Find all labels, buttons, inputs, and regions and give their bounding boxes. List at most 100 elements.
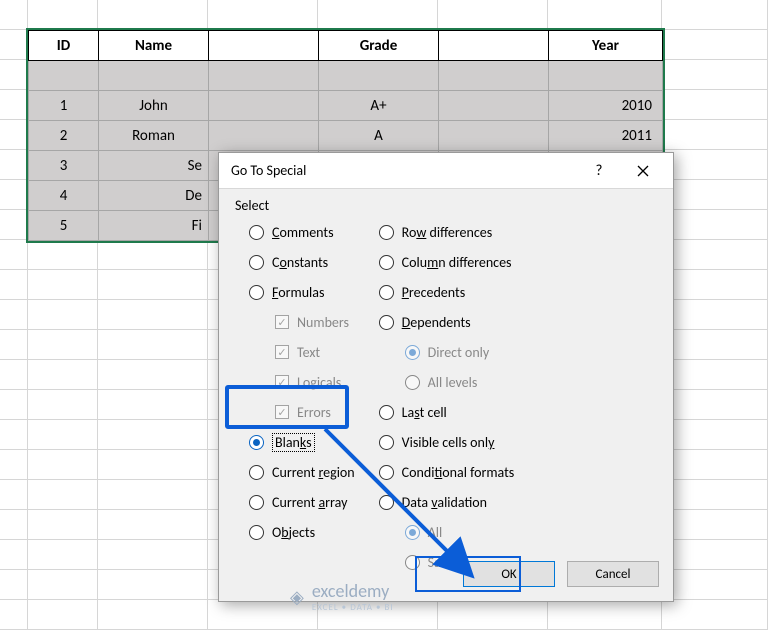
- cell-grade[interactable]: A: [319, 121, 439, 151]
- grid-cell: [0, 240, 28, 270]
- grid-cell: [28, 450, 98, 480]
- opt-data-val[interactable]: Data validation: [379, 490, 515, 514]
- opt-text: Text: [275, 340, 355, 364]
- grid-cell: [28, 540, 98, 570]
- grid-cell: [662, 300, 768, 330]
- close-icon: [637, 165, 649, 177]
- opt-cond-fmt[interactable]: Conditional formats: [379, 460, 515, 484]
- opt-row-diff[interactable]: Row differences: [379, 220, 515, 244]
- grid-cell: [28, 270, 98, 300]
- grid-cell: [28, 330, 98, 360]
- grid-cell: [662, 420, 768, 450]
- grid-cell: [318, 0, 438, 30]
- cell-id[interactable]: 4: [29, 181, 99, 211]
- grid-cell: [28, 360, 98, 390]
- grid-cell: [98, 390, 208, 420]
- grid-cell: [438, 600, 548, 630]
- grid-cell: [28, 480, 98, 510]
- grid-cell: [662, 60, 768, 90]
- opt-blanks[interactable]: Blanks: [249, 430, 355, 454]
- grid-cell: [662, 120, 768, 150]
- opt-last-cell[interactable]: Last cell: [379, 400, 515, 424]
- ok-button[interactable]: OK: [463, 561, 555, 587]
- dialog-body: Select Comments Constants Formulas Numbe…: [219, 189, 673, 586]
- opt-visible[interactable]: Visible cells only: [379, 430, 515, 454]
- grid-cell: [0, 510, 28, 540]
- cell-name[interactable]: Se: [99, 151, 209, 181]
- grid-cell: [662, 360, 768, 390]
- grid-cell: [0, 360, 28, 390]
- opt-all: All: [405, 520, 515, 544]
- grid-cell: [98, 420, 208, 450]
- col-grade[interactable]: Grade: [319, 31, 439, 61]
- cell-id[interactable]: 1: [29, 91, 99, 121]
- table-header-row: ID Name Grade Year: [29, 31, 663, 61]
- cancel-button[interactable]: Cancel: [567, 561, 659, 587]
- grid-cell: [0, 0, 28, 30]
- grid-cell: [0, 60, 28, 90]
- cell-year[interactable]: 2011: [549, 121, 663, 151]
- cell-grade[interactable]: A+: [319, 91, 439, 121]
- options-left: Comments Constants Formulas Numbers Text…: [249, 220, 355, 574]
- grid-cell: [0, 120, 28, 150]
- cell-name[interactable]: De: [99, 181, 209, 211]
- grid-cell: [662, 330, 768, 360]
- grid-cell: [548, 0, 662, 30]
- grid-cell: [662, 540, 768, 570]
- grid-cell: [0, 330, 28, 360]
- cell-id[interactable]: 5: [29, 211, 99, 241]
- grid-cell: [662, 180, 768, 210]
- dialog-titlebar[interactable]: Go To Special ?: [219, 153, 673, 189]
- grid-cell: [0, 450, 28, 480]
- help-button[interactable]: ?: [577, 157, 621, 185]
- grid-cell: [98, 510, 208, 540]
- grid-cell: [98, 480, 208, 510]
- cell-name[interactable]: Fi: [99, 211, 209, 241]
- grid-cell: [662, 480, 768, 510]
- cell-blank[interactable]: [439, 121, 549, 151]
- cell-id[interactable]: 2: [29, 121, 99, 151]
- opt-current-array[interactable]: Current array: [249, 490, 355, 514]
- close-button[interactable]: [621, 157, 665, 185]
- opt-constants[interactable]: Constants: [249, 250, 355, 274]
- grid-cell: [662, 270, 768, 300]
- col-blank2[interactable]: [439, 31, 549, 61]
- grid-cell: [0, 600, 28, 630]
- grid-cell: [662, 0, 768, 30]
- grid-cell: [98, 570, 208, 600]
- cell-id[interactable]: 3: [29, 151, 99, 181]
- opt-col-diff[interactable]: Column differences: [379, 250, 515, 274]
- grid-cell: [28, 0, 98, 30]
- grid-cell: [548, 600, 662, 630]
- grid-cell: [98, 330, 208, 360]
- col-id[interactable]: ID: [29, 31, 99, 61]
- opt-dependents[interactable]: Dependents: [379, 310, 515, 334]
- opt-comments[interactable]: Comments: [249, 220, 355, 244]
- cell-name[interactable]: Roman: [99, 121, 209, 151]
- opt-precedents[interactable]: Precedents: [379, 280, 515, 304]
- cell-blank[interactable]: [439, 91, 549, 121]
- grid-cell: [28, 600, 98, 630]
- col-name[interactable]: Name: [99, 31, 209, 61]
- col-blank1[interactable]: [209, 31, 319, 61]
- grid-cell: [0, 570, 28, 600]
- grid-cell: [98, 0, 208, 30]
- grid-cell: [98, 600, 208, 630]
- grid-cell: [662, 90, 768, 120]
- cell-name[interactable]: John: [99, 91, 209, 121]
- opt-current-region[interactable]: Current region: [249, 460, 355, 484]
- grid-cell: [662, 510, 768, 540]
- cell-year[interactable]: 2010: [549, 91, 663, 121]
- grid-cell: [0, 420, 28, 450]
- table-row: 1 John A+ 2010: [29, 91, 663, 121]
- cell-blank[interactable]: [209, 121, 319, 151]
- grid-cell: [28, 390, 98, 420]
- grid-cell: [98, 270, 208, 300]
- opt-formulas[interactable]: Formulas: [249, 280, 355, 304]
- opt-objects[interactable]: Objects: [249, 520, 355, 544]
- grid-cell: [662, 210, 768, 240]
- cell-blank[interactable]: [209, 91, 319, 121]
- grid-cell: [0, 210, 28, 240]
- grid-cell: [0, 270, 28, 300]
- col-year[interactable]: Year: [549, 31, 663, 61]
